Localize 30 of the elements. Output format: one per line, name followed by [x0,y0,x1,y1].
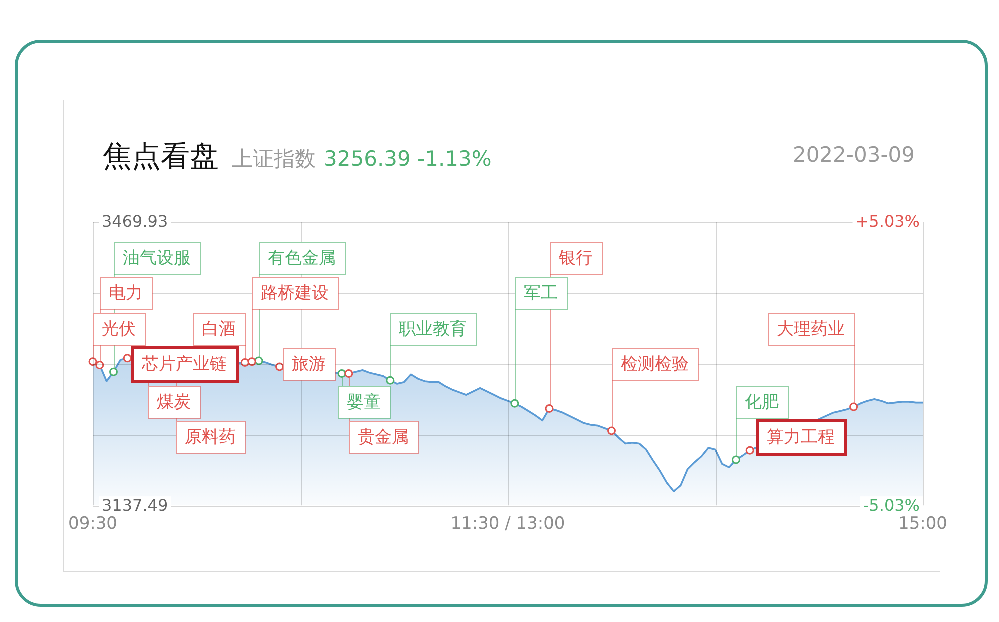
data-label: 检测检验 [621,354,689,374]
data-label: 银行 [558,248,593,268]
text: 3256.39 -1.13% [324,147,492,171]
data-label: 军工 [524,283,558,304]
x-tick-label: 09:30 [68,514,118,534]
data-label: 芯片产业链 [141,354,227,374]
data-label: 贵金属 [358,427,409,448]
y2-tick-label: +5.03% [856,212,920,232]
x-tick-label: 15:00 [898,514,948,534]
data-label: 化肥 [745,392,779,412]
data-label: 算力工程 [767,427,835,448]
data-label: 大理药业 [777,319,845,340]
data-label: 婴童 [347,392,381,412]
data-label: 电力 [109,283,143,304]
text: 煤炭 [157,392,191,412]
text: 2022-03-09 [792,143,915,167]
text: 原料药 [185,427,236,448]
data-label: 光伏 [102,319,136,340]
data-label: 有色金属 [268,248,336,268]
x-tick-label: 11:30 / 13:00 [450,514,566,534]
data-label: 油气设服 [123,248,191,268]
data-label: 旅游 [292,354,326,374]
chart-title: 焦点看盘 [103,138,219,175]
y2-tick-label: -5.03% [863,496,920,515]
data-label: 职业教育 [399,319,467,340]
chart-subtitle: 上证指数 [232,146,316,173]
data-label: 路桥建设 [261,283,329,304]
y-tick-label: 3137.49 [102,496,168,515]
data-label: 白酒 [202,319,236,340]
y-tick-label: 3469.93 [102,212,168,232]
